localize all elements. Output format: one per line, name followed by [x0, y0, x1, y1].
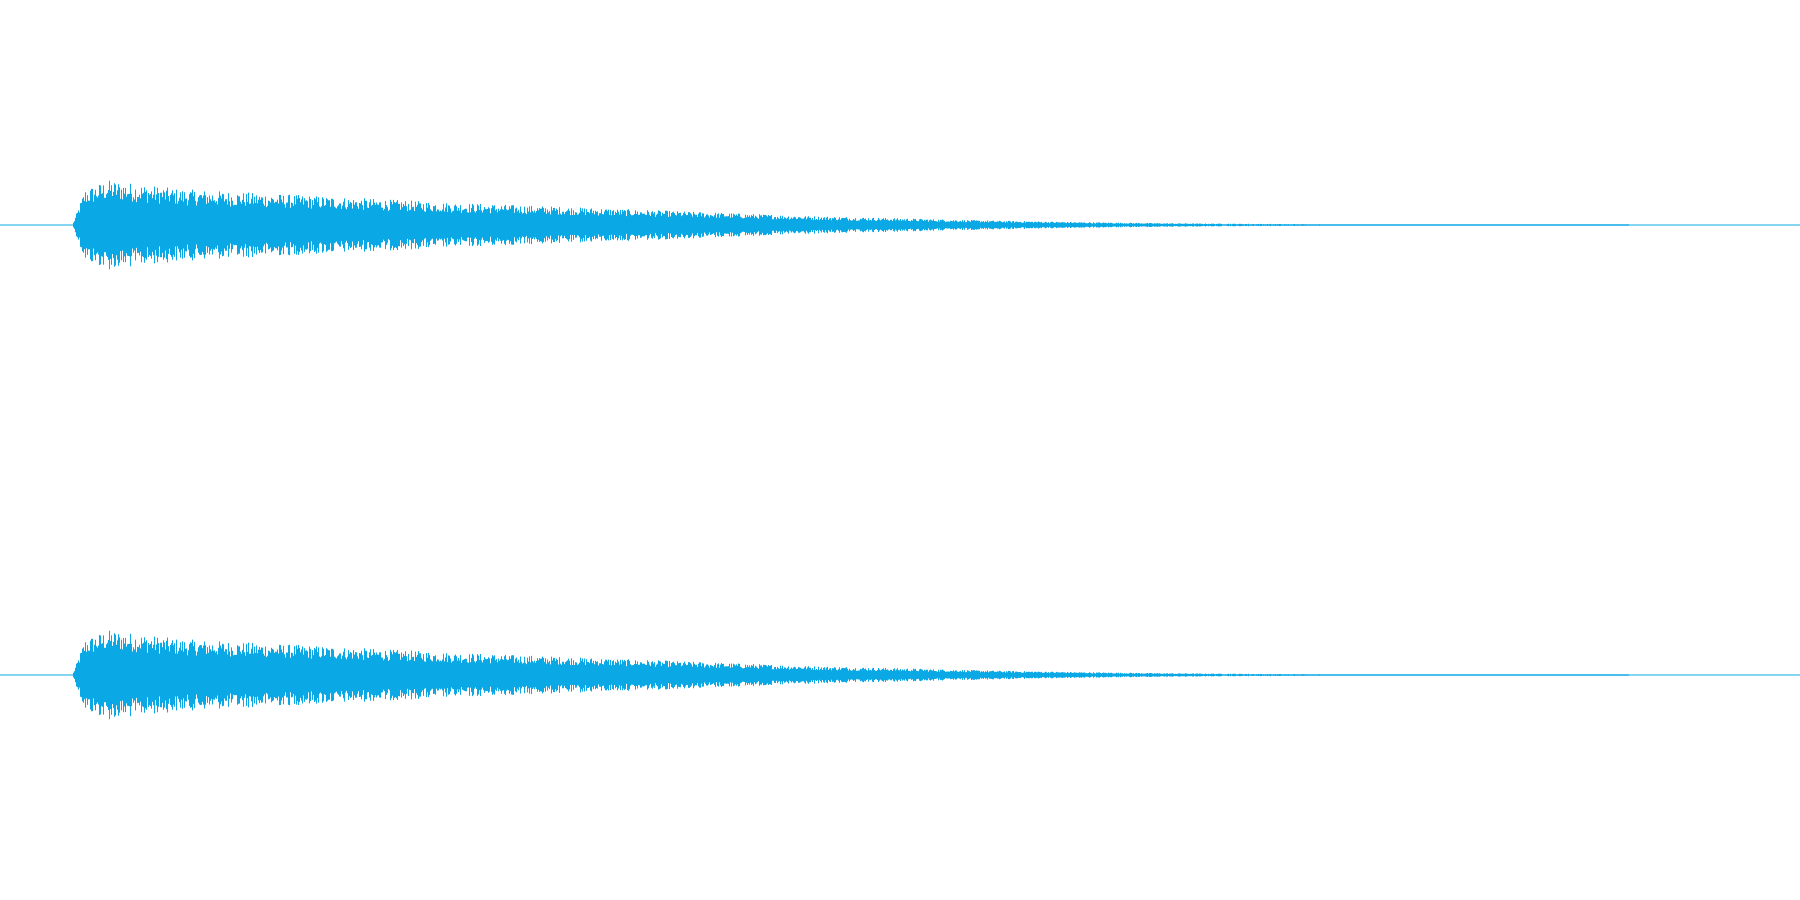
channel-1-track: [0, 180, 1800, 270]
channel-2-track: [0, 630, 1800, 720]
channel-1-waveform: [73, 180, 1629, 270]
channel-2-waveform: [73, 630, 1629, 720]
